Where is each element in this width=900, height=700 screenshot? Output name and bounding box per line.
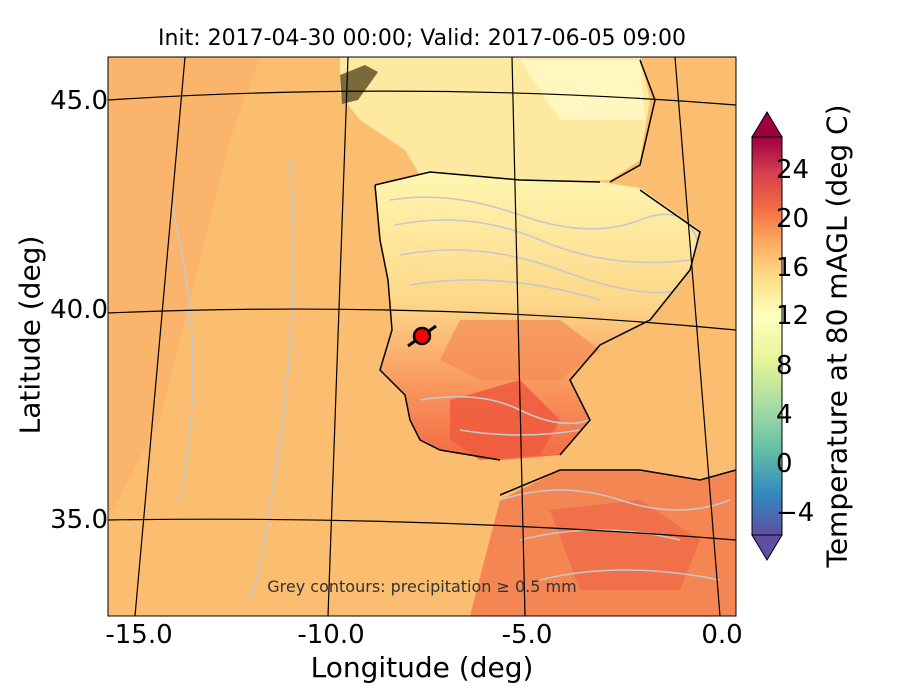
colorbar-tick: 12	[776, 301, 810, 331]
iberia-landmass	[375, 172, 700, 460]
y-tick-label: 35.0	[50, 505, 108, 535]
site-marker	[412, 326, 432, 346]
x-tick-label: -10.0	[297, 620, 365, 650]
annotation-text: Grey contours: precipitation ≥ 0.5 mm	[267, 577, 576, 596]
coastlines	[374, 59, 736, 496]
x-tick-label: -15.0	[105, 620, 173, 650]
y-tick-label: 45.0	[50, 86, 108, 116]
x-tick-label: -5.0	[501, 620, 553, 650]
colorbar-tick: 24	[776, 155, 810, 185]
colorbar-tick: 0	[776, 449, 793, 479]
map-area: Grey contours: precipitation ≥ 0.5 mm	[108, 57, 736, 616]
colorbar-tick: 20	[776, 204, 810, 234]
colorbar-label: Temperature at 80 mAGL (deg C)	[820, 104, 854, 568]
colorbar	[751, 111, 783, 561]
terrain-feature	[340, 65, 378, 104]
x-tick-label: 0.0	[701, 620, 743, 650]
y-axis-label: Latitude (deg)	[13, 235, 47, 435]
colorbar-tick: 8	[776, 351, 793, 381]
y-tick-label: 40.0	[50, 295, 108, 325]
map-frame	[107, 56, 737, 617]
colorbar-tick: 4	[776, 400, 793, 430]
x-axis-label: Longitude (deg)	[310, 651, 534, 684]
graticule	[108, 57, 736, 616]
colorbar-min-arrow	[751, 534, 783, 561]
colorbar-max-arrow	[751, 111, 783, 138]
colorbar-scale	[751, 136, 783, 536]
colorbar-tick: −4	[776, 498, 815, 528]
colorbar-tick: 16	[776, 253, 810, 283]
plot-title: Init: 2017-04-30 00:00; Valid: 2017-06-0…	[158, 26, 686, 51]
